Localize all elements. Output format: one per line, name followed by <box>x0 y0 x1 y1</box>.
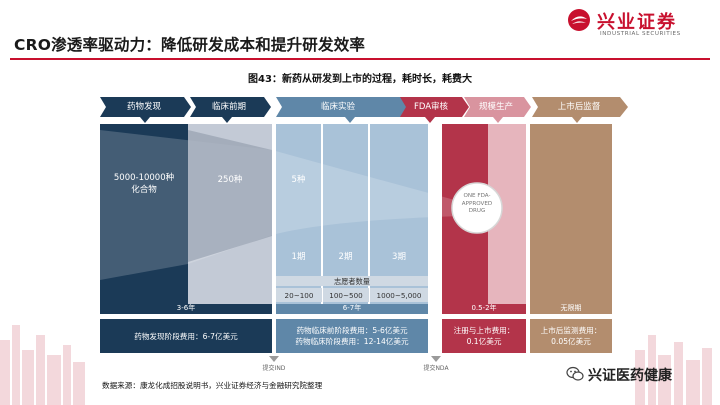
column-clinical-1 <box>276 124 321 304</box>
nda-label: 提交NDA <box>423 365 449 372</box>
column-discovery <box>100 124 188 304</box>
page-title: CRO渗透率驱动力：降低研发成本和提升研发效率 <box>14 36 366 54</box>
stage-label-production: 规模生产 <box>478 102 513 112</box>
stage-arrow-preclinical <box>190 97 271 117</box>
ind-marker <box>269 356 279 362</box>
cost-fda: 注册与上市费用： 0.1亿美元 <box>453 326 515 346</box>
duration-post: 无限期 <box>560 304 582 312</box>
figure-title: 图43：新药从研发到上市的过程，耗时长，耗费大 <box>248 74 472 85</box>
logo-icon <box>568 9 590 31</box>
cost-box-post <box>530 319 612 353</box>
cost-discovery: 药物发现阶段费用：6-7亿美元 <box>134 331 238 341</box>
phase-2: 2期 <box>338 252 353 262</box>
duration-fda: 0.5-2年 <box>471 304 497 312</box>
approved-drug-circle <box>451 182 503 234</box>
phase-1: 1期 <box>291 252 306 262</box>
duration-bar-post <box>530 304 612 314</box>
cost-post: 上市后监测费用： 0.05亿美元 <box>540 326 602 346</box>
duration-bar-clinical <box>276 304 428 314</box>
duration-bar-discovery <box>100 304 272 314</box>
stage-label-clinical: 临床实验 <box>320 102 355 112</box>
wechat-account-name: 兴证医药健康 <box>588 368 672 384</box>
nda-marker <box>431 356 441 362</box>
cost-box-fda <box>442 319 526 353</box>
stage-label-discovery: 药物发现 <box>126 102 161 112</box>
wechat-icon <box>566 366 584 381</box>
stage-arrow-production <box>464 97 531 117</box>
stage-arrow-discovery <box>100 97 191 117</box>
stage-label-preclinical: 临床前期 <box>211 102 246 112</box>
stage-arrow-clinical <box>276 97 431 117</box>
compound-count-discovery: 5000-10000种 化合物 <box>113 173 175 195</box>
title-divider <box>10 58 710 60</box>
compound-count-preclinical: 250种 <box>217 175 243 185</box>
skyline-decoration <box>0 325 712 405</box>
volunteers-range-1: 20~100 <box>284 291 314 300</box>
column-post <box>530 124 612 304</box>
source-note: 数据来源：康龙化成招股说明书，兴业证券经济与金融研究院整理 <box>102 381 323 390</box>
cost-box-clinical <box>276 319 428 353</box>
duration-bar-fda <box>442 304 526 314</box>
duration-discovery: 3-6年 <box>176 304 196 312</box>
column-clinical-2 <box>323 124 368 304</box>
logo-name: 兴业证券 <box>597 12 677 33</box>
volunteers-header <box>276 276 428 286</box>
stage-label-fda: FDA审核 <box>413 102 449 112</box>
cost-box-discovery <box>100 319 272 353</box>
ind-label: 提交IND <box>262 365 286 372</box>
stage-arrow-post <box>532 97 628 117</box>
stage-arrow-fda <box>400 97 469 117</box>
compound-count-clinical: 5种 <box>291 175 306 185</box>
volunteers-label: 志愿者数量 <box>334 277 370 286</box>
volunteers-range-3: 1000~5,000 <box>376 291 422 300</box>
volunteers-range-2: 100~500 <box>329 291 363 300</box>
stage-label-post: 上市后监督 <box>557 102 601 112</box>
cost-clinical: 药物临床前阶段费用：5-6亿美元 药物临床阶段费用：12-14亿美元 <box>295 326 409 346</box>
duration-clinical: 6-7年 <box>342 304 362 312</box>
logo-name-en: INDUSTRIAL SECURITIES <box>600 31 681 37</box>
approved-drug-text: ONE FDA- APPROVED DRUG <box>461 193 493 214</box>
column-clinical-3 <box>370 124 428 304</box>
phase-3: 3期 <box>392 252 406 262</box>
